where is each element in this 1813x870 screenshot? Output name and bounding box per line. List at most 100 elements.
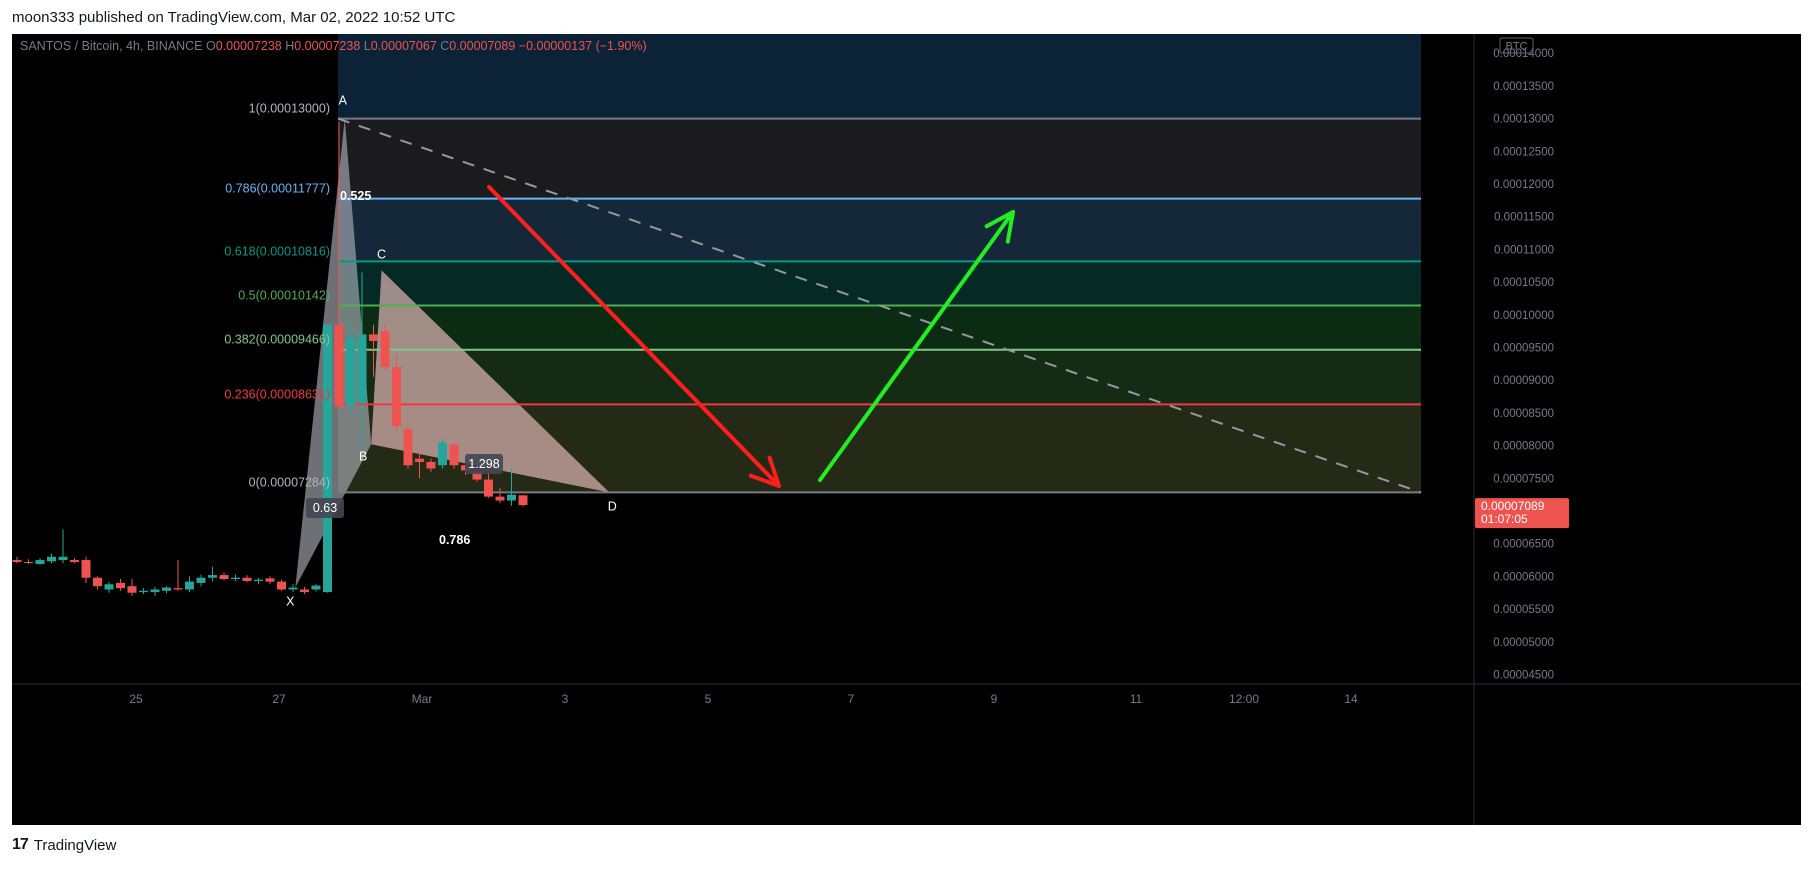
pattern-ratio-labels: 0.525 0.63 1.298 0.786 (306, 189, 503, 547)
currency-badge: BTC (1506, 41, 1528, 53)
fib-labels: 1(0.00013000) 0.786(0.00011777) 0.618(0.00… (224, 102, 330, 490)
legend-part: O (206, 39, 216, 53)
candle-body (438, 442, 447, 466)
candle-body (139, 590, 148, 593)
candle-body (426, 461, 436, 469)
y-tick-label: 0.00011000 (1494, 244, 1554, 256)
arrow-down-shaft (487, 185, 781, 488)
fib-label-0-382: 0.382(0.00009466) (224, 333, 330, 347)
candle-body (58, 556, 68, 561)
last-price-value: 0.00007089 (1481, 499, 1545, 513)
fib-zone (338, 34, 1421, 119)
candle-body (277, 581, 286, 590)
y-tick-label: 0.00009500 (1493, 343, 1554, 355)
candle-body (254, 579, 263, 581)
symbol-legend: SANTOS / Bitcoin, 4h, BINANCE O0.0000723… (20, 39, 647, 53)
candle-body (173, 588, 183, 590)
candle-body (265, 578, 275, 582)
pattern-triangle (295, 118, 372, 588)
candle-body (208, 575, 217, 578)
y-tick-label: 0.00010000 (1493, 310, 1554, 322)
y-tick-label: 0.00006500 (1493, 539, 1554, 551)
last-price-countdown: 01:07:05 (1481, 512, 1528, 526)
ratio-label: 0.525 (340, 189, 371, 203)
candle-body (369, 334, 378, 341)
candle-body (93, 577, 102, 587)
candle-body (47, 556, 56, 562)
dashed-trendline (337, 117, 1422, 494)
candle-body (162, 587, 171, 591)
candle-body (449, 444, 459, 466)
legend-part: 0.00007238 (216, 39, 286, 53)
last-price-tag: 0.00007089 01:07:05 (1475, 498, 1569, 529)
y-tick-label: 0.00012500 (1493, 146, 1554, 158)
arrow-up-head (984, 210, 1015, 244)
y-tick-label: 0.00008000 (1493, 441, 1554, 453)
candle-body (70, 560, 79, 563)
fib-zone (338, 305, 1421, 350)
xabcd-pattern (295, 118, 610, 588)
arrows (487, 185, 1015, 488)
x-tick-label: 25 (129, 692, 143, 706)
candlestick-chart[interactable]: 1(0.00013000) 0.786(0.00011777) 0.618(0.00… (12, 34, 1801, 825)
legend-part: C (440, 39, 449, 53)
fib-zone (338, 261, 1421, 306)
point-label-B: B (359, 449, 367, 463)
fib-label-0: 0(0.00007284) (249, 475, 330, 489)
y-tick-label: 0.00013500 (1493, 81, 1554, 93)
legend-part: L (364, 39, 371, 53)
y-tick-label: 0.00004500 (1493, 670, 1554, 682)
arrow-up-shaft (818, 210, 1015, 482)
candle-body (185, 581, 194, 590)
candle-body (81, 560, 91, 578)
ratio-label-box (465, 454, 503, 474)
candle-body (116, 582, 125, 589)
x-tick-label: 27 (272, 692, 286, 706)
candle-body (311, 585, 321, 590)
publish-info: moon333 published on TradingView.com, Ma… (12, 9, 456, 26)
brand-name: TradingView (33, 836, 117, 854)
legend-part: 0.00007238 (294, 39, 364, 53)
point-label-C: C (377, 247, 386, 261)
pattern-triangle (371, 270, 610, 493)
candle-body (288, 587, 298, 590)
ratio-label: 1.298 (468, 457, 499, 471)
candle-body (380, 331, 390, 368)
candle-body (231, 577, 240, 580)
pattern-point-labels: X A B C D (286, 94, 617, 609)
y-tick-label: 0.00008500 (1493, 408, 1554, 420)
candle-body (415, 458, 424, 462)
price-axis[interactable]: 0.00004500 0.00005000 0.00005500 0.00006000… (1493, 48, 1554, 681)
point-label-D: D (608, 499, 617, 513)
fib-label-0-786: 0.786(0.00011777) (225, 182, 330, 196)
time-axis[interactable]: 25 27 Mar 3 5 7 9 11 12:00 14 (129, 692, 1358, 706)
x-tick-label: 12:00 (1229, 692, 1259, 706)
y-tick-label: 0.00005000 (1493, 637, 1554, 649)
y-tick-label: 0.00013000 (1493, 114, 1554, 126)
candle-body (357, 334, 367, 404)
y-tick-label: 0.00006000 (1493, 571, 1554, 583)
fib-lines (338, 117, 1421, 494)
chart-frame: 1(0.00013000) 0.786(0.00011777) 0.618(0.00… (12, 34, 1801, 825)
candle-body (219, 575, 229, 580)
fib-label-1: 1(0.00013000) (249, 102, 330, 116)
footer: 17 TradingView (12, 836, 116, 854)
tradingview-logo-icon[interactable]: 17 (12, 836, 29, 853)
candle-body (127, 586, 137, 593)
candle-body (403, 429, 413, 466)
fib-label-0-236: 0.236(0.00008631) (224, 387, 330, 401)
currency-badge-box (1499, 37, 1534, 54)
y-tick-label: 0.00012000 (1493, 179, 1554, 191)
x-tick-label: 5 (705, 692, 712, 706)
fib-zone (338, 118, 1421, 199)
candle-body (507, 494, 516, 501)
candle-body (196, 577, 206, 583)
candle-body (104, 584, 114, 590)
y-tick-label: 0.00014000 (1493, 48, 1554, 60)
candle-body (392, 367, 401, 426)
x-tick-label: 7 (848, 692, 855, 706)
candle-body (12, 560, 22, 563)
candle-body (518, 495, 528, 506)
legend-part: 0.00007089 (449, 39, 519, 53)
x-tick-label: 9 (991, 692, 998, 706)
